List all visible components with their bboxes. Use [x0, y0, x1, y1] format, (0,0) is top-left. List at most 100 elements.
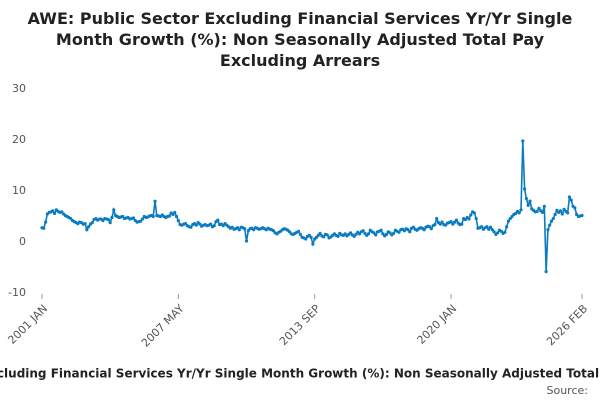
point	[298, 232, 302, 236]
x-tick-label: 2001 JAN	[5, 302, 50, 347]
point	[90, 221, 94, 225]
point	[51, 209, 55, 213]
point	[379, 228, 383, 232]
point	[108, 221, 112, 225]
point	[43, 220, 48, 224]
point	[537, 206, 541, 210]
point	[384, 232, 389, 236]
point	[83, 222, 87, 226]
point	[479, 225, 484, 229]
point	[244, 239, 249, 243]
point	[151, 214, 155, 219]
point	[174, 214, 179, 219]
point	[569, 198, 573, 202]
y-tick-label: 20	[12, 133, 26, 146]
series-line	[41, 140, 583, 272]
point	[526, 203, 530, 207]
point	[216, 218, 220, 222]
point	[87, 225, 91, 229]
point	[472, 211, 476, 215]
point	[506, 219, 511, 223]
point	[422, 228, 426, 232]
y-tick-label: 0	[19, 235, 26, 248]
point	[546, 228, 550, 232]
point	[311, 242, 315, 246]
point	[212, 224, 216, 228]
point	[548, 223, 552, 227]
point	[304, 237, 308, 241]
y-tick-label: 30	[12, 82, 26, 95]
point	[325, 233, 329, 237]
point	[449, 220, 453, 224]
x-tick-label: 2026 FEB	[544, 302, 590, 348]
point	[322, 235, 326, 239]
point	[492, 230, 496, 234]
point	[153, 199, 157, 203]
point	[551, 216, 555, 221]
point	[429, 227, 433, 231]
point	[519, 208, 523, 212]
point	[336, 234, 340, 238]
point	[318, 231, 322, 235]
point	[131, 216, 136, 220]
point	[517, 211, 521, 215]
point	[296, 229, 301, 233]
point	[580, 213, 584, 218]
point	[52, 211, 57, 216]
point	[535, 209, 539, 213]
point	[85, 228, 89, 232]
point	[542, 204, 546, 208]
point	[408, 230, 412, 234]
point	[194, 223, 198, 227]
point	[454, 218, 459, 222]
point	[474, 216, 478, 221]
point	[560, 212, 564, 216]
point	[433, 223, 437, 227]
legend-label: AWE: Public Sector Excluding Financial S…	[0, 367, 600, 381]
point	[309, 235, 313, 240]
point	[42, 226, 46, 230]
point	[110, 215, 114, 220]
point	[440, 220, 444, 224]
y-tick-label: 10	[12, 184, 26, 197]
point	[374, 233, 378, 237]
point	[467, 217, 471, 221]
point	[209, 222, 213, 226]
point	[106, 217, 110, 222]
point	[460, 222, 464, 226]
x-tick-label: 2020 JAN	[415, 302, 460, 347]
point	[553, 212, 557, 217]
point	[237, 228, 241, 232]
point	[397, 230, 401, 234]
point	[392, 231, 396, 235]
y-tick-label: -10	[8, 286, 26, 299]
point	[505, 225, 509, 229]
point	[496, 231, 500, 235]
point	[524, 197, 528, 201]
point	[189, 225, 193, 229]
chart-title: AWE: Public Sector Excluding Financial S…	[27, 9, 573, 70]
source: Source:	[547, 384, 589, 397]
point	[567, 195, 572, 199]
x-tick-label: 2007 MAY	[139, 302, 187, 350]
point	[558, 209, 563, 213]
point	[488, 225, 493, 229]
point	[176, 218, 180, 223]
point	[573, 206, 577, 210]
point	[540, 210, 545, 215]
point	[503, 230, 507, 234]
point	[544, 269, 548, 274]
point	[522, 187, 527, 191]
point	[366, 232, 371, 236]
point	[566, 211, 570, 215]
point	[140, 217, 145, 221]
point	[549, 219, 554, 223]
point	[361, 229, 365, 233]
point	[528, 199, 532, 203]
point	[112, 208, 116, 212]
point	[173, 210, 177, 215]
x-tick-label: 2013 SEP	[277, 302, 323, 348]
point	[485, 225, 489, 229]
